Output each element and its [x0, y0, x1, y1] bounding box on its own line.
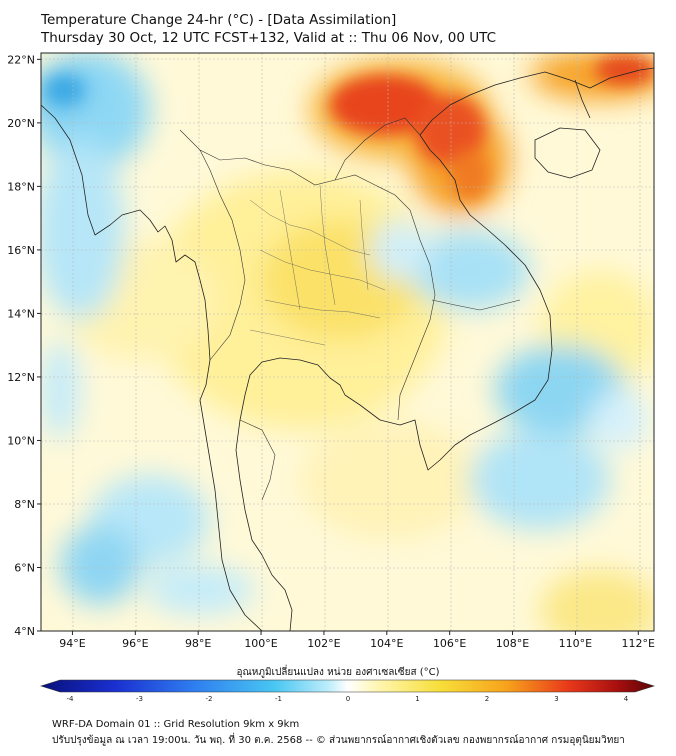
lon-label: 110°E — [559, 637, 592, 650]
colorbar-tick-label: 2 — [485, 695, 489, 703]
lon-label: 108°E — [496, 637, 529, 650]
map-frame — [40, 52, 655, 632]
lon-label: 102°E — [307, 637, 340, 650]
lat-label: 8°N — [14, 498, 35, 511]
country-borders — [179, 117, 521, 501]
colorbar-tick-label: 4 — [624, 695, 629, 703]
colorbar: -4 -3 -2 -1 0 1 2 3 4 — [40, 679, 655, 703]
longitude-labels: 94°E 96°E 98°E 100°E 102°E 104°E 106°E 108°E 110… — [59, 631, 655, 650]
footer-credit: ปรับปรุงข้อมูล ณ เวลา 19:00น. วัน พฤ. ที… — [52, 735, 625, 746]
lon-label: 112°E — [622, 637, 655, 650]
colorbar-tick-label: 1 — [415, 695, 419, 703]
colorbar-tick-label: 3 — [554, 695, 558, 703]
footer-model-info: WRF-DA Domain 01 :: Grid Resolution 9km … — [52, 719, 300, 730]
latitude-labels: 22°N 20°N 18°N 16°N 14°N 12°N 10°N 8°N 6°N 4°N — [7, 53, 41, 638]
lat-label: 10°N — [7, 434, 35, 447]
colorbar-tick-label: 0 — [346, 695, 350, 703]
lat-label: 6°N — [14, 561, 35, 574]
colorbar-tick-label: -3 — [136, 695, 143, 703]
lon-label: 100°E — [244, 637, 277, 650]
lon-label: 96°E — [122, 637, 148, 650]
chart-subtitle: Thursday 30 Oct, 12 UTC FCST+132, Valid … — [41, 30, 496, 46]
lon-label: 104°E — [370, 637, 403, 650]
colorbar-tick-label: -4 — [67, 695, 75, 703]
colorbar-label: อุณหภูมิเปลี่ยนแปลง หน่วย องศาเซลเซียส (… — [236, 667, 440, 678]
lat-label: 20°N — [7, 117, 35, 130]
lat-label: 16°N — [7, 244, 35, 257]
colorbar-tick-label: -2 — [206, 695, 213, 703]
lat-label: 12°N — [7, 371, 35, 384]
lat-label: 18°N — [7, 180, 35, 193]
colorbar-tick-label: -1 — [275, 695, 282, 703]
lon-label: 94°E — [59, 637, 85, 650]
province-borders — [249, 184, 386, 346]
colorbar-bar — [40, 679, 655, 693]
lat-label: 4°N — [14, 625, 35, 638]
colorbar-ticks: -4 -3 -2 -1 0 1 2 3 4 — [67, 695, 629, 703]
lat-label: 22°N — [7, 53, 35, 66]
lon-label: 106°E — [433, 637, 466, 650]
lat-label: 14°N — [7, 307, 35, 320]
temperature-field — [41, 53, 654, 631]
lon-label: 98°E — [185, 637, 211, 650]
chart-title: Temperature Change 24-hr (°C) - [Data As… — [41, 12, 397, 28]
